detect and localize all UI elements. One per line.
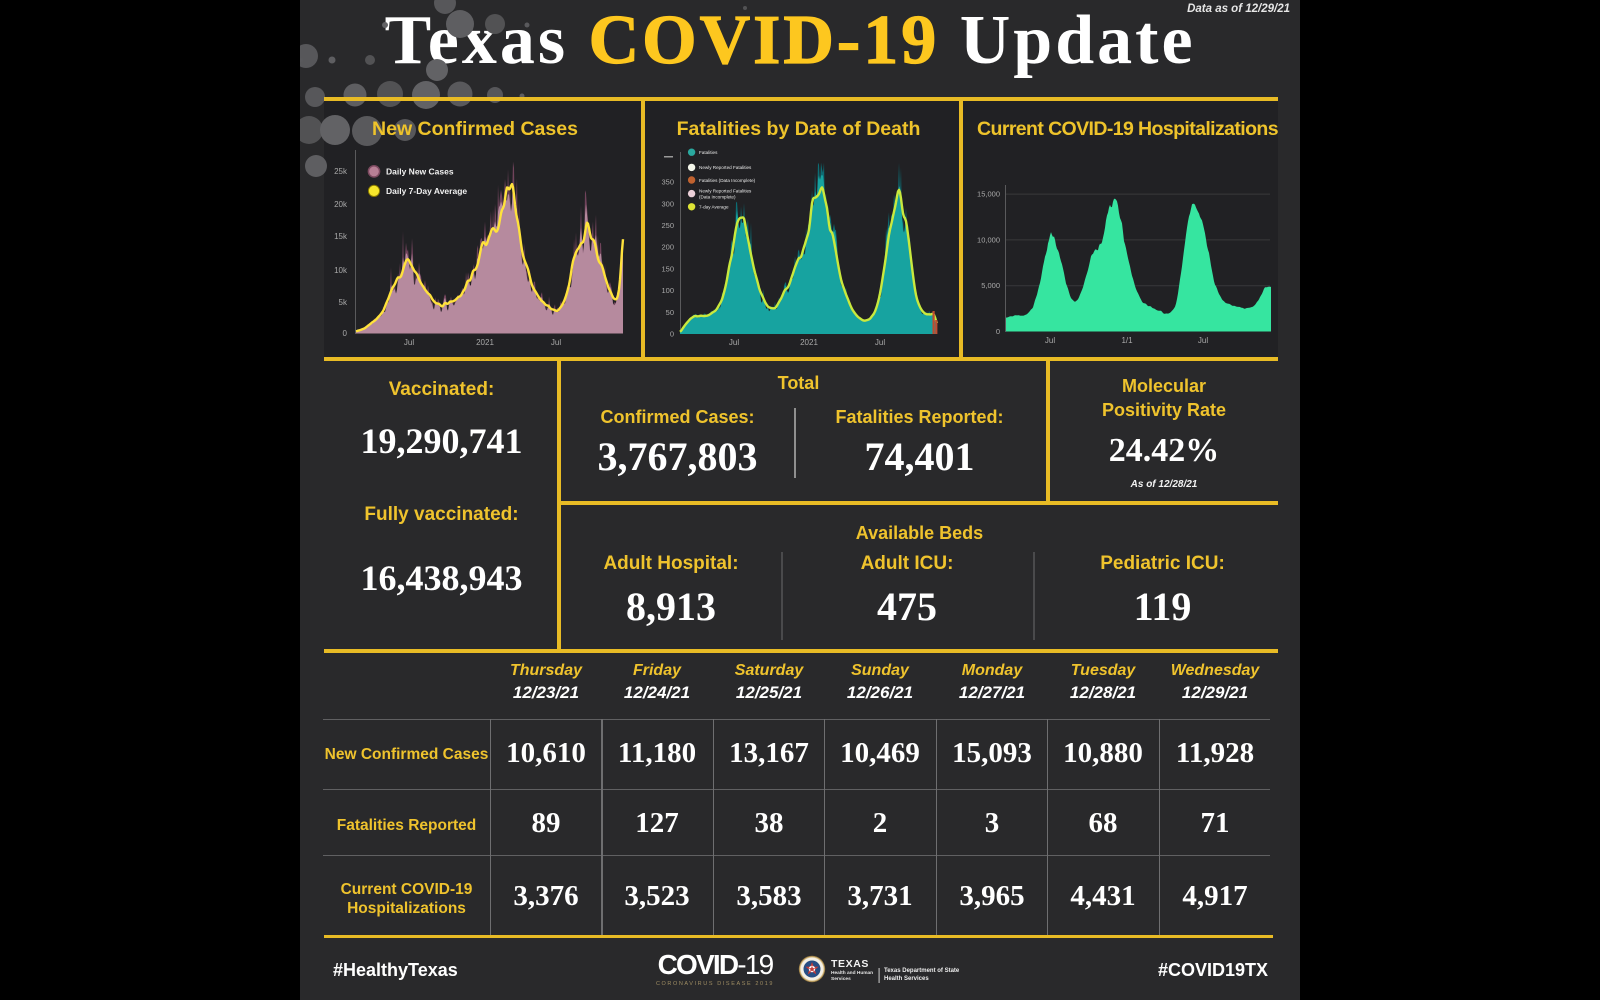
svg-text:0: 0 bbox=[996, 327, 1000, 336]
svg-text:300: 300 bbox=[661, 199, 674, 208]
svg-text:250: 250 bbox=[661, 221, 674, 230]
svg-text:Fatalities (Data Incomplete): Fatalities (Data Incomplete) bbox=[699, 178, 756, 183]
svg-text:Jul: Jul bbox=[1045, 336, 1055, 345]
svg-text:7-day Average: 7-day Average bbox=[699, 205, 729, 210]
svg-text:(Data Incomplete): (Data Incomplete) bbox=[699, 195, 736, 200]
svg-text:Jul: Jul bbox=[551, 338, 561, 347]
svg-text:5k: 5k bbox=[339, 298, 348, 307]
svg-text:Daily 7-Day Average: Daily 7-Day Average bbox=[386, 186, 467, 196]
svg-text:15k: 15k bbox=[334, 232, 348, 241]
svg-text:Newly Reported Fatalities: Newly Reported Fatalities bbox=[699, 165, 752, 170]
svg-text:Daily New Cases: Daily New Cases bbox=[386, 166, 454, 176]
svg-text:Fatalities: Fatalities bbox=[699, 150, 718, 155]
svg-text:Newly Reported Fatalities: Newly Reported Fatalities bbox=[699, 189, 752, 194]
svg-text:10k: 10k bbox=[334, 266, 348, 275]
svg-text:Texas Department of State: Texas Department of State bbox=[884, 968, 960, 974]
svg-text:150: 150 bbox=[661, 264, 674, 273]
svg-text:350: 350 bbox=[661, 178, 674, 187]
svg-text:Jul: Jul bbox=[875, 338, 885, 347]
svg-text:Jul: Jul bbox=[1198, 336, 1208, 345]
svg-text:15,000: 15,000 bbox=[977, 190, 1000, 199]
svg-text:2021: 2021 bbox=[800, 338, 818, 347]
svg-text:0: 0 bbox=[670, 330, 674, 339]
svg-text:10,000: 10,000 bbox=[977, 235, 1000, 244]
svg-text:5,000: 5,000 bbox=[981, 281, 1000, 290]
svg-text:50: 50 bbox=[666, 308, 674, 317]
svg-text:Health and Human: Health and Human bbox=[831, 970, 873, 976]
svg-text:25k: 25k bbox=[334, 167, 348, 176]
svg-text:Jul: Jul bbox=[404, 338, 414, 347]
svg-text:TEXAS: TEXAS bbox=[831, 958, 869, 970]
svg-text:Jul: Jul bbox=[729, 338, 739, 347]
svg-text:20k: 20k bbox=[334, 200, 348, 209]
svg-text:0: 0 bbox=[343, 329, 348, 338]
svg-text:1/1: 1/1 bbox=[1121, 336, 1133, 345]
svg-text:Services: Services bbox=[831, 976, 851, 982]
svg-text:200: 200 bbox=[661, 243, 674, 252]
svg-text:2021: 2021 bbox=[476, 338, 494, 347]
svg-text:100: 100 bbox=[661, 286, 674, 295]
svg-text:Health Services: Health Services bbox=[884, 976, 929, 982]
